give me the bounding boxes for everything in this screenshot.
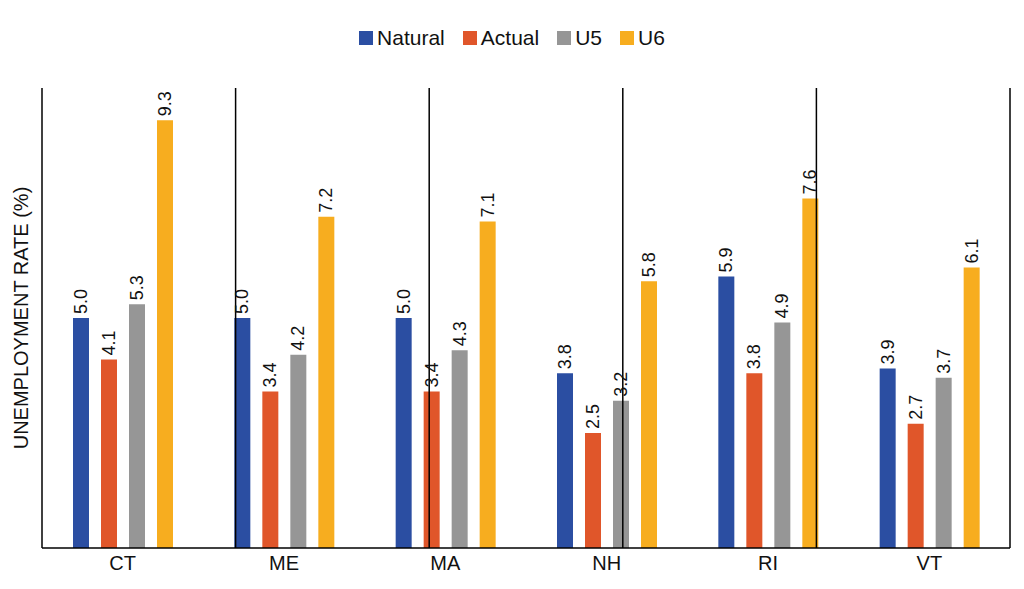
html-text:U6: U6 (638, 26, 665, 49)
html-text:Natural: Natural (377, 26, 445, 49)
svg-text:3.4: 3.4 (260, 363, 280, 388)
svg-text:RI: RI (758, 552, 778, 574)
svg-text:ME: ME (269, 552, 299, 574)
svg-text:VT: VT (917, 552, 943, 574)
html-text:Actual: Actual (480, 26, 540, 49)
svg-text:2.5: 2.5 (583, 404, 603, 429)
svg-text:7.1: 7.1 (478, 192, 498, 217)
svg-text:2.7: 2.7 (906, 395, 926, 420)
svg-text:NH: NH (592, 552, 621, 574)
svg-text:3.7: 3.7 (934, 349, 954, 374)
svg-text:5.8: 5.8 (639, 252, 659, 277)
svg-text:MA: MA (430, 552, 461, 574)
svg-text:5.0: 5.0 (71, 289, 91, 314)
svg-text:5.0: 5.0 (232, 289, 252, 314)
svg-text:5.9: 5.9 (716, 248, 736, 273)
svg-text:4.2: 4.2 (288, 326, 308, 351)
svg-text:5.3: 5.3 (127, 275, 147, 300)
svg-text:CT: CT (109, 552, 136, 574)
svg-text:5.0: 5.0 (394, 289, 414, 314)
svg-text:3.9: 3.9 (878, 340, 898, 365)
svg-text:UNEMPLOYMENT RATE (%): UNEMPLOYMENT RATE (%) (10, 187, 32, 450)
svg-text:9.3: 9.3 (155, 91, 175, 116)
svg-text:7.6: 7.6 (800, 169, 820, 194)
svg-text:3.8: 3.8 (555, 344, 575, 369)
svg-text:7.2: 7.2 (316, 188, 336, 213)
svg-text:4.1: 4.1 (99, 330, 119, 355)
svg-text:3.4: 3.4 (422, 363, 442, 388)
svg-text:4.3: 4.3 (450, 321, 470, 346)
html-text:U5: U5 (575, 26, 602, 49)
svg-text:3.8: 3.8 (744, 344, 764, 369)
svg-text:6.1: 6.1 (962, 238, 982, 263)
svg-text:4.9: 4.9 (772, 294, 792, 319)
svg-text:3.2: 3.2 (611, 372, 631, 397)
